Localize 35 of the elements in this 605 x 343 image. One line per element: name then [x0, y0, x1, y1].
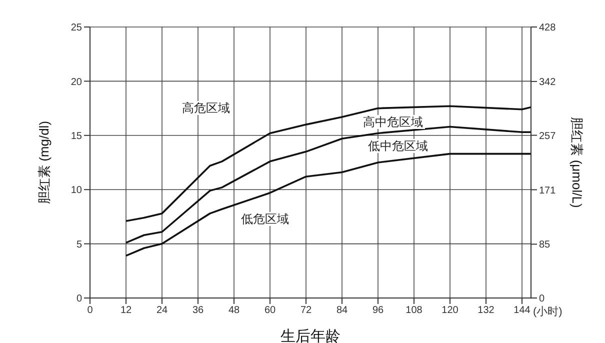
- y-axis-title: 胆红素 (mg/dl): [36, 120, 52, 204]
- line-series: [125, 152, 531, 257]
- x-tick-label: 12: [120, 305, 132, 316]
- annotation: 低危区域: [239, 212, 291, 226]
- annotation: 高危区域: [180, 101, 232, 115]
- y2-tick-label: 342: [539, 77, 556, 88]
- x-tick-label: 72: [300, 305, 312, 316]
- text: (小时): [533, 305, 562, 319]
- x-tick-label: 108: [406, 305, 423, 316]
- y-tick-label: 15: [70, 130, 82, 142]
- x-tick-label: 48: [228, 305, 240, 316]
- annotation: 低中危区域: [366, 139, 430, 153]
- y2-axis-title: 胆红素 (μmol/L): [569, 117, 584, 208]
- x-axis-title: 生后年龄: [280, 328, 340, 343]
- x-tick-label: 120: [442, 305, 459, 316]
- y-tick-label: 5: [76, 239, 82, 250]
- y2-tick-label: 257: [539, 130, 556, 142]
- y-tick-label: 10: [70, 185, 82, 196]
- y2-tick-label: 85: [539, 240, 551, 251]
- x-tick-label: 96: [372, 305, 384, 316]
- y2-tick-label: 171: [539, 185, 556, 196]
- x-tick-label: 144: [514, 305, 531, 316]
- y2-tick-label: 0: [539, 294, 545, 305]
- x-tick-label: 36: [192, 305, 204, 316]
- x-tick-label: 60: [264, 305, 276, 316]
- line-series: [125, 126, 531, 244]
- annotation: 高中危区域: [361, 115, 425, 129]
- x-tick-label: 132: [478, 305, 495, 316]
- x-tick-label: 0: [87, 305, 94, 316]
- y-tick-label: 25: [70, 22, 82, 34]
- y-tick-label: 0: [76, 294, 82, 305]
- y2-tick-label: 428: [539, 22, 556, 34]
- x-tick-label: 84: [336, 305, 348, 316]
- y-tick-label: 20: [70, 76, 82, 88]
- x-tick-label: 24: [156, 305, 168, 316]
